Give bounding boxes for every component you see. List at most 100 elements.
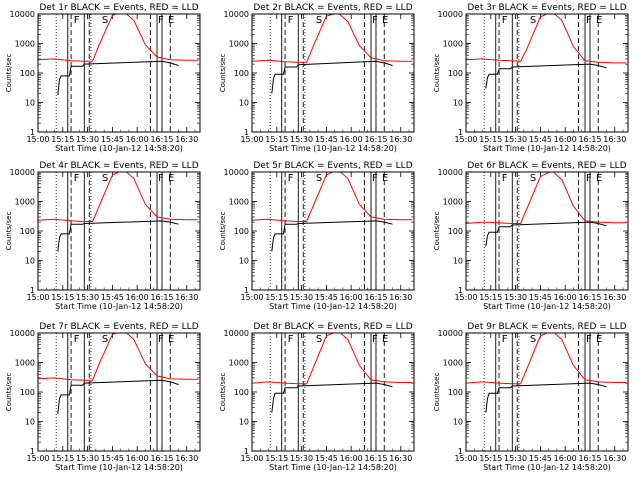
detector-panel-5: Det 5r BLACK = Events, RED = LLD Counts/s…	[219, 161, 415, 311]
x-tick-label: 15:30	[504, 293, 527, 302]
y-tick-label: 10000	[438, 10, 463, 19]
detector-panel-2: Det 2r BLACK = Events, RED = LLD Counts/s…	[219, 3, 415, 153]
time-marker-letter: F	[158, 15, 164, 26]
panel-title: Det 7r BLACK = Events, RED = LLD	[39, 322, 198, 332]
x-tick-label: 16:30	[175, 135, 198, 144]
x-tick-label: 15:00	[454, 293, 477, 302]
y-tick-label: 1000	[229, 198, 249, 207]
x-tick-label: 15:45	[101, 454, 124, 463]
y-axis-label: Counts/sec	[433, 54, 441, 93]
x-tick-label: 15:15	[265, 454, 288, 463]
x-tick-label: 15:45	[315, 293, 338, 302]
plot-frame	[465, 171, 629, 291]
time-marker-letter: E	[382, 15, 388, 26]
events-series-line	[271, 60, 393, 94]
x-tick-label: 15:00	[240, 454, 263, 463]
y-tick-label: 10	[25, 257, 35, 266]
y-tick-label: 1000	[443, 198, 463, 207]
events-series-line	[485, 63, 607, 89]
x-tick-label: 15:00	[26, 293, 49, 302]
y-tick-label: 10000	[10, 329, 35, 338]
y-tick-label: 10	[239, 418, 249, 427]
x-tick-label: 15:00	[240, 135, 263, 144]
y-tick-label: 10000	[224, 168, 249, 177]
y-tick-label: 10000	[10, 168, 35, 177]
y-tick-label: 1000	[229, 40, 249, 49]
events-series-line	[271, 220, 393, 252]
time-marker-letter: F	[586, 15, 592, 26]
detector-panel-6: Det 6r BLACK = Events, RED = LLD Counts/s…	[433, 161, 629, 311]
x-tick-label: 15:45	[315, 454, 338, 463]
time-marker-letter: F	[372, 334, 378, 345]
y-tick-label: 1	[30, 447, 35, 456]
x-tick-label: 16:15	[578, 135, 601, 144]
time-marker-letter: F	[74, 15, 80, 26]
plot-frame	[37, 13, 201, 133]
panel-title: Det 1r BLACK = Events, RED = LLD	[39, 3, 198, 13]
x-tick-label: 16:30	[389, 293, 412, 302]
events-series-line	[57, 379, 179, 415]
y-tick-label: 1000	[229, 359, 249, 368]
x-axis-label: Start Time (10-Jan-12 14:58:20)	[269, 302, 397, 311]
x-tick-label: 16:00	[340, 293, 363, 302]
y-tick-label: 10000	[10, 10, 35, 19]
y-axis-label: Counts/sec	[219, 54, 227, 93]
time-marker-letter: S	[530, 334, 536, 345]
x-tick-label: 15:30	[76, 293, 99, 302]
x-tick-label: 15:45	[529, 454, 552, 463]
x-tick-label: 16:00	[340, 135, 363, 144]
y-tick-label: 1	[458, 447, 463, 456]
x-tick-label: 15:15	[265, 135, 288, 144]
x-tick-label: 15:15	[51, 454, 74, 463]
plot-frame	[37, 332, 201, 452]
y-tick-label: 10	[239, 257, 249, 266]
x-axis-label: Start Time (10-Jan-12 14:58:20)	[55, 302, 183, 311]
x-tick-label: 15:45	[315, 135, 338, 144]
x-tick-label: 15:30	[504, 135, 527, 144]
x-tick-label: 15:15	[51, 293, 74, 302]
y-tick-label: 100	[448, 227, 463, 236]
x-axis-label: Start Time (10-Jan-12 14:58:20)	[269, 463, 397, 472]
x-tick-label: 15:30	[290, 135, 313, 144]
x-tick-label: 15:30	[290, 293, 313, 302]
panel-title: Det 8r BLACK = Events, RED = LLD	[253, 322, 412, 332]
x-tick-label: 16:00	[126, 454, 149, 463]
events-series-line	[57, 60, 179, 96]
detector-panel-3: Det 3r BLACK = Events, RED = LLD Counts/s…	[433, 3, 629, 153]
panel-title: Det 9r BLACK = Events, RED = LLD	[467, 322, 626, 332]
time-marker-letter: F	[288, 334, 294, 345]
y-tick-label: 100	[20, 388, 35, 397]
time-marker-letter: F	[502, 173, 508, 184]
y-tick-label: 100	[448, 388, 463, 397]
detector-panel-8: Det 8r BLACK = Events, RED = LLD Counts/s…	[219, 322, 415, 472]
y-tick-label: 1	[30, 286, 35, 295]
x-axis-label: Start Time (10-Jan-12 14:58:20)	[483, 463, 611, 472]
x-tick-label: 15:00	[454, 135, 477, 144]
time-marker-letter: E	[168, 334, 174, 345]
x-tick-label: 16:30	[603, 454, 626, 463]
y-tick-label: 1	[458, 286, 463, 295]
x-tick-label: 15:45	[101, 293, 124, 302]
y-axis-label: Counts/sec	[433, 212, 441, 251]
y-tick-label: 1	[244, 447, 249, 456]
panel-title: Det 6r BLACK = Events, RED = LLD	[467, 161, 626, 171]
panel-title: Det 4r BLACK = Events, RED = LLD	[39, 161, 198, 171]
time-marker-letter: F	[288, 15, 294, 26]
time-marker-letter: F	[502, 15, 508, 26]
x-tick-label: 15:00	[26, 454, 49, 463]
time-marker-letter: E	[596, 334, 602, 345]
y-tick-label: 1000	[443, 359, 463, 368]
x-tick-label: 16:00	[554, 293, 577, 302]
x-tick-label: 15:45	[101, 135, 124, 144]
y-tick-label: 1	[244, 286, 249, 295]
plot-frame	[251, 13, 415, 133]
time-marker-letter: S	[102, 173, 108, 184]
y-tick-label: 100	[234, 227, 249, 236]
time-marker-letter: F	[372, 15, 378, 26]
y-tick-label: 10	[453, 418, 463, 427]
y-axis-label: Counts/sec	[433, 373, 441, 412]
x-tick-label: 16:00	[554, 135, 577, 144]
plot-frame	[37, 171, 201, 291]
x-tick-label: 15:30	[290, 454, 313, 463]
time-marker-letter: F	[586, 173, 592, 184]
